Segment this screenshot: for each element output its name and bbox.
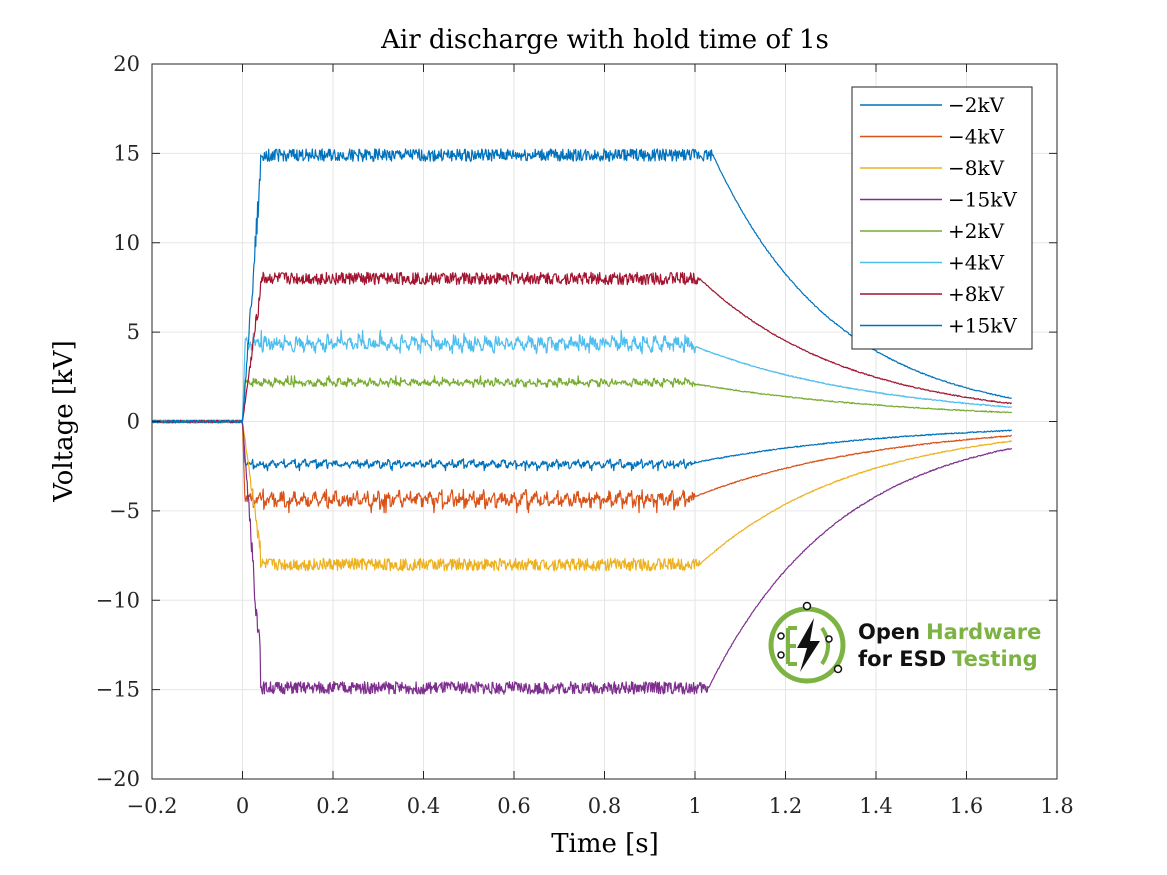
legend-label: −8kV xyxy=(948,156,1005,180)
y-tick-label: 10 xyxy=(113,231,140,255)
x-tick-label: 1.2 xyxy=(769,794,802,818)
legend-label: +15kV xyxy=(948,314,1017,338)
x-tick-label: 0.6 xyxy=(497,794,530,818)
series-line xyxy=(151,419,1012,514)
x-tick-label: 1 xyxy=(688,794,701,818)
y-tick-label: 5 xyxy=(127,320,140,344)
open-hardware-esd-logo: Open Hardware for ESD Testing xyxy=(768,601,1041,684)
series-line xyxy=(151,375,1013,424)
legend-label: +2kV xyxy=(948,219,1005,243)
x-tick-label: 1.8 xyxy=(1040,794,1073,818)
x-tick-label: 0.8 xyxy=(588,794,621,818)
y-tick-label: −20 xyxy=(96,767,140,791)
series-line xyxy=(151,419,1013,695)
esd-circuit-emblem-icon xyxy=(768,601,846,684)
x-axis-label: Time [s] xyxy=(551,829,659,859)
logo-text-for-esd: for ESD xyxy=(858,647,946,671)
legend-box xyxy=(851,86,1033,350)
y-tick-label: −10 xyxy=(96,588,140,612)
series-line xyxy=(151,419,1012,472)
y-axis-label: Voltage [kV] xyxy=(49,340,79,502)
series-line xyxy=(151,329,1012,424)
legend: −2kV −4kV −8kV −15kV +2kV +4kV +8kV +15kV xyxy=(851,86,1033,350)
y-tick-label: −15 xyxy=(96,678,140,702)
legend-label: −4kV xyxy=(948,125,1005,149)
x-tick-label: 0.2 xyxy=(316,794,349,818)
x-tick-label: −0.2 xyxy=(127,794,178,818)
ticks: −0.2 0 0.2 0.4 0.6 0.8 1 1.2 1.4 1.6 1.8 −20 −15 −10 −… xyxy=(96,52,1074,818)
x-tick-label: 1.6 xyxy=(950,794,983,818)
legend-label: −2kV xyxy=(948,93,1005,117)
y-tick-label: 20 xyxy=(113,52,140,76)
legend-label: +4kV xyxy=(948,251,1005,275)
chart-title: Air discharge with hold time of 1s xyxy=(380,25,829,55)
legend-label: −15kV xyxy=(948,188,1017,212)
x-tick-label: 1.4 xyxy=(859,794,892,818)
y-tick-label: 15 xyxy=(113,141,140,165)
plot-area xyxy=(151,148,1013,695)
legend-label: +8kV xyxy=(948,282,1005,306)
series-line xyxy=(151,419,1012,572)
y-tick-label: −5 xyxy=(109,499,140,523)
logo-text-testing: Testing xyxy=(952,647,1038,671)
logo-text-open: Open xyxy=(858,620,920,644)
x-tick-label: 0.4 xyxy=(407,794,440,818)
x-tick-label: 0 xyxy=(236,794,249,818)
y-tick-label: 0 xyxy=(127,410,140,434)
logo-text-hardware: Hardware xyxy=(926,620,1041,644)
series-line xyxy=(151,271,1012,424)
